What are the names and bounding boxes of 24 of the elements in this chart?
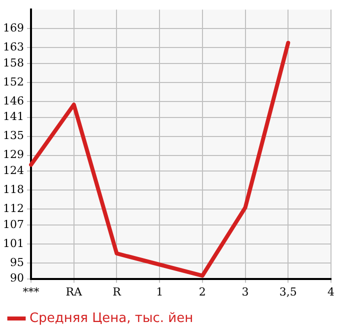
y-tick-label: 95 — [10, 256, 24, 269]
y-tick-label: 152 — [2, 75, 24, 88]
y-tick-label: 124 — [2, 164, 24, 177]
x-tick-label: 3 — [242, 285, 249, 298]
y-tick-label: 101 — [2, 236, 24, 250]
legend-label: Средняя Цена, тыс. йен — [30, 310, 194, 326]
x-tick-label: 4 — [328, 285, 334, 298]
y-tick-label: 141 — [2, 110, 24, 124]
x-tick-label: RA — [66, 285, 84, 298]
x-tick-label: 3,5 — [279, 285, 297, 298]
y-tick-label: 146 — [2, 94, 24, 108]
y-tick-label: 169 — [2, 21, 24, 34]
x-tick-label: R — [112, 285, 122, 298]
y-tick-label: 129 — [2, 148, 24, 162]
y-tick-label: 163 — [2, 40, 24, 54]
y-tick-label: 135 — [2, 129, 24, 142]
y-tick-label: 112 — [2, 202, 24, 215]
y-tick-label: 107 — [2, 218, 24, 231]
x-tick-label: 1 — [156, 285, 164, 298]
x-tick-label: *** — [22, 285, 40, 298]
y-tick-label: 90 — [10, 272, 24, 285]
y-tick-label: 158 — [2, 56, 24, 70]
x-tick-label: 2 — [198, 285, 206, 298]
y-tick-label: 118 — [2, 182, 24, 196]
